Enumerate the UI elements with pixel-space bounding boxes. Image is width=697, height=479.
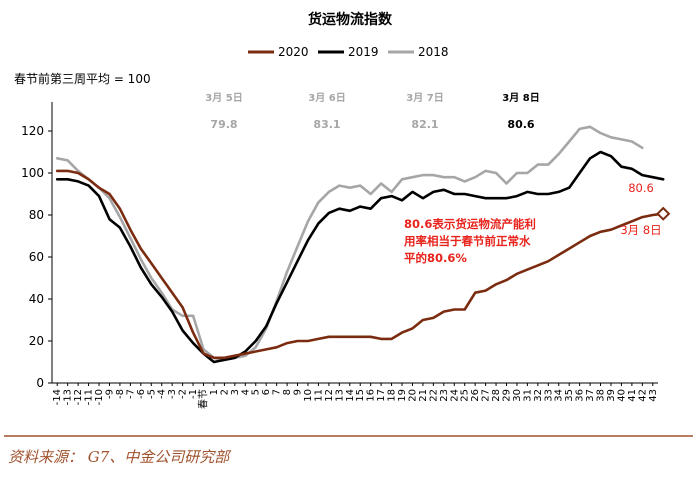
end-point-marker: 80.6 3月 8日 — [620, 181, 671, 237]
x-tick-label: -4 — [157, 389, 168, 399]
index-base-note: 春节前第三周平均 = 100 — [14, 71, 151, 86]
y-tick-label: 0 — [36, 376, 44, 390]
annotation-date: 3月 5日 — [205, 92, 242, 104]
x-tick-label: 2 — [219, 389, 230, 395]
x-tick-label: 17 — [376, 389, 387, 402]
x-tick-label: 35 — [564, 389, 575, 402]
x-tick-label: 24 — [449, 389, 460, 402]
y-tick-label: 120 — [21, 124, 44, 138]
x-tick-label: 16 — [366, 389, 377, 402]
x-tick-label: 21 — [418, 389, 429, 402]
x-tick-label: 春节 — [198, 389, 210, 409]
x-tick-label: 29 — [502, 389, 513, 402]
x-tick-label: 40 — [616, 389, 627, 402]
x-tick-label: 33 — [543, 389, 554, 402]
callout-line: 80.6表示货运物流产能利 — [404, 217, 536, 231]
annotation-date: 3月 7日 — [406, 92, 443, 104]
x-tick-label: 1 — [209, 389, 220, 395]
x-tick-label: 7 — [272, 389, 283, 395]
annotation-value: 79.8 — [210, 118, 237, 131]
annotation-date: 3月 8日 — [502, 92, 539, 104]
y-tick-label: 80 — [29, 208, 44, 222]
x-tick-label: 5 — [251, 389, 262, 395]
legend: 2020 2019 2018 — [248, 45, 449, 59]
y-tick-label: 20 — [29, 334, 44, 348]
x-tick-label: -10 — [94, 389, 105, 405]
x-tick-label: 3 — [230, 389, 241, 395]
x-tick-label: -9 — [104, 389, 115, 399]
x-tick-label: -5 — [146, 389, 157, 399]
y-tick-label: 60 — [29, 250, 44, 264]
x-tick-label: -2 — [178, 389, 189, 399]
x-tick-label: 34 — [554, 389, 565, 402]
x-tick-label: -14 — [52, 389, 63, 405]
legend-label-2019: 2019 — [348, 45, 379, 59]
chart-title: 货运物流指数 — [307, 11, 393, 28]
x-tick-label: 20 — [407, 389, 418, 402]
x-tick-label: 12 — [324, 389, 335, 402]
annotation-date: 3月 6日 — [308, 92, 345, 104]
x-tick-label: -3 — [167, 389, 178, 399]
date-annotations: 3月 5日 79.8 3月 6日 83.1 3月 7日 82.1 3月 8日 80.6 — [205, 92, 539, 131]
x-tick-label: 10 — [303, 389, 314, 402]
source-note: 资料来源： G7、中金公司研究部 — [8, 448, 232, 466]
legend-label-2018: 2018 — [418, 45, 449, 59]
x-tick-label: 22 — [428, 389, 439, 402]
x-tick-label: 38 — [596, 389, 607, 402]
series-line-2018 — [55, 125, 644, 362]
series-line-2020 — [55, 169, 665, 360]
x-tick-label: 15 — [355, 389, 366, 402]
x-tick-label: -11 — [84, 389, 95, 405]
x-tick-label: 14 — [345, 389, 356, 402]
x-tick-label: -7 — [125, 389, 136, 399]
x-tick-label: -13 — [63, 389, 74, 405]
x-tick-label: 28 — [491, 389, 502, 402]
x-tick-label: 8 — [282, 389, 293, 395]
x-tick-label: 6 — [261, 389, 272, 395]
x-tick-label: 9 — [293, 389, 304, 395]
series-line-2019 — [55, 150, 665, 364]
x-tick-label: 42 — [637, 389, 648, 402]
x-tick-label: 27 — [481, 389, 492, 402]
x-tick-label: 32 — [533, 389, 544, 402]
y-tick-label: 40 — [29, 292, 44, 306]
x-tick-label: 23 — [439, 389, 450, 402]
x-tick-label: 41 — [627, 389, 638, 402]
x-tick-label: 13 — [334, 389, 345, 402]
series-lines — [55, 125, 665, 364]
x-tick-label: 36 — [575, 389, 586, 402]
x-tick-label: 18 — [387, 389, 398, 402]
x-tick-label: 37 — [585, 389, 596, 402]
x-tick-label: 25 — [460, 389, 471, 402]
x-tick-label: -1 — [188, 389, 199, 399]
annotation-value: 82.1 — [411, 118, 438, 131]
callout-line: 用率相当于春节前正常水 — [403, 234, 531, 248]
x-tick-label: 11 — [313, 389, 324, 402]
end-point-value: 80.6 — [628, 181, 654, 195]
x-tick-label: 31 — [522, 389, 533, 402]
x-tick-label: -12 — [73, 389, 84, 405]
legend-label-2020: 2020 — [278, 45, 309, 59]
x-tick-label: 30 — [512, 389, 523, 402]
x-tick-label: 39 — [606, 389, 617, 402]
end-point-diamond — [656, 206, 671, 221]
x-tick-label: 4 — [240, 389, 251, 395]
x-tick-label: -6 — [136, 389, 147, 399]
annotation-value: 83.1 — [313, 118, 340, 131]
annotation-value: 80.6 — [507, 118, 534, 131]
x-tick-label: 19 — [397, 389, 408, 402]
callout-line: 平的80.6% — [404, 251, 467, 265]
y-tick-label: 100 — [21, 166, 44, 180]
x-tick-label: -8 — [115, 389, 126, 399]
x-tick-label: 26 — [470, 389, 481, 402]
x-tick-label: 43 — [648, 389, 659, 402]
end-point-date: 3月 8日 — [620, 223, 661, 237]
